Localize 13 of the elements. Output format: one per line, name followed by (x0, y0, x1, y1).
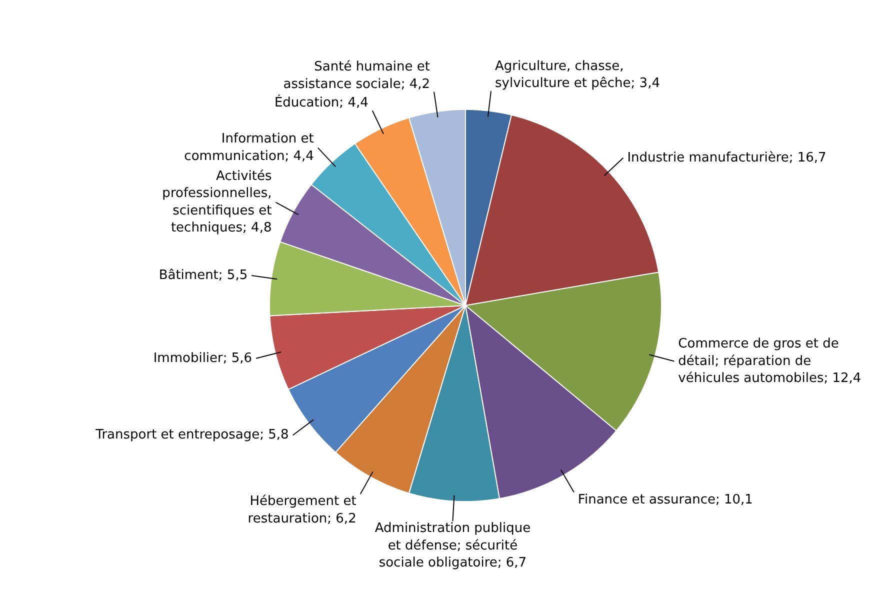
slice-label: Information et communication; 4,4 (184, 132, 314, 164)
slice-label: Santé humaine et assistance sociale; 4,2 (283, 60, 430, 92)
slice-label: Commerce de gros et de détail; réparation de véhicules automobiles; 12,4 (678, 336, 862, 386)
slice-label: Bâtiment; 5,5 (158, 268, 248, 284)
slice-label: Administration publique et défense; sécurité sociale obligatoire; 6,7 (374, 521, 531, 571)
slice-label: Transport et entreposage; 5,8 (94, 428, 289, 443)
slice-label: Hébergement et restauration; 6,2 (248, 494, 356, 526)
slice-label: Agriculture, chasse, sylviculture et pêche; 3,4 (495, 58, 660, 92)
slice-label: Finance et assurance; 10,1 (578, 492, 753, 508)
slice-label: Éducation; 4,4 (274, 94, 368, 111)
slice-label: Activités professionnelles, scientifiques et techniques; 4,8 (162, 168, 272, 236)
slice-label: Immobilier; 5,6 (153, 350, 252, 366)
slice-label: Industrie manufacturière; 16,7 (627, 150, 826, 166)
